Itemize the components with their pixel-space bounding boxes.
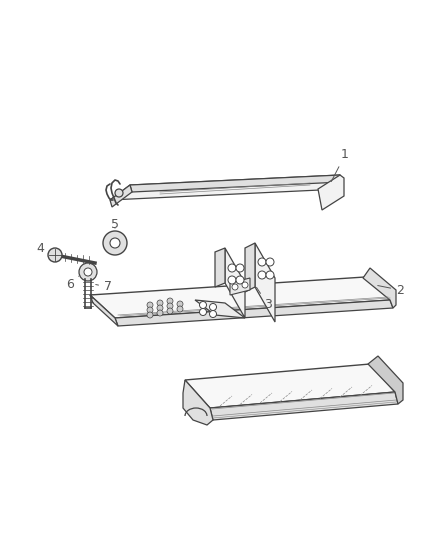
Polygon shape <box>90 277 390 318</box>
Circle shape <box>236 264 244 272</box>
Text: 3: 3 <box>257 287 272 311</box>
Text: 7: 7 <box>96 280 112 294</box>
Polygon shape <box>215 248 225 287</box>
Circle shape <box>110 238 120 248</box>
Circle shape <box>266 258 274 266</box>
Text: 1: 1 <box>331 149 349 182</box>
Circle shape <box>242 282 248 288</box>
Polygon shape <box>225 248 245 318</box>
Circle shape <box>228 264 236 272</box>
Polygon shape <box>115 300 393 326</box>
Polygon shape <box>318 175 344 210</box>
Circle shape <box>115 189 123 197</box>
Circle shape <box>147 307 153 313</box>
Circle shape <box>48 248 62 262</box>
Text: 6: 6 <box>66 276 79 292</box>
Polygon shape <box>183 380 213 425</box>
Polygon shape <box>185 364 395 408</box>
Circle shape <box>209 303 216 311</box>
Circle shape <box>79 263 97 281</box>
Circle shape <box>258 271 266 279</box>
Polygon shape <box>130 175 342 192</box>
Text: 2: 2 <box>378 284 404 296</box>
Circle shape <box>167 298 173 304</box>
Polygon shape <box>90 295 118 326</box>
Text: 5: 5 <box>111 219 119 231</box>
Circle shape <box>232 284 238 290</box>
Circle shape <box>157 305 163 311</box>
Polygon shape <box>255 243 275 322</box>
Polygon shape <box>245 243 255 292</box>
Polygon shape <box>110 175 340 200</box>
Circle shape <box>177 301 183 307</box>
Circle shape <box>258 258 266 266</box>
Polygon shape <box>110 185 132 207</box>
Circle shape <box>199 309 206 316</box>
Polygon shape <box>195 300 245 318</box>
Circle shape <box>167 308 173 314</box>
Circle shape <box>157 300 163 306</box>
Circle shape <box>167 303 173 309</box>
Polygon shape <box>210 392 398 420</box>
Circle shape <box>84 268 92 276</box>
Circle shape <box>209 311 216 318</box>
Circle shape <box>157 310 163 316</box>
Polygon shape <box>230 278 250 295</box>
Circle shape <box>228 276 236 284</box>
Circle shape <box>236 276 244 284</box>
Polygon shape <box>363 268 396 308</box>
Circle shape <box>147 312 153 318</box>
Circle shape <box>147 302 153 308</box>
Circle shape <box>266 271 274 279</box>
Text: 4: 4 <box>36 241 49 254</box>
Circle shape <box>177 306 183 312</box>
Circle shape <box>103 231 127 255</box>
Polygon shape <box>368 356 403 404</box>
Circle shape <box>199 302 206 309</box>
